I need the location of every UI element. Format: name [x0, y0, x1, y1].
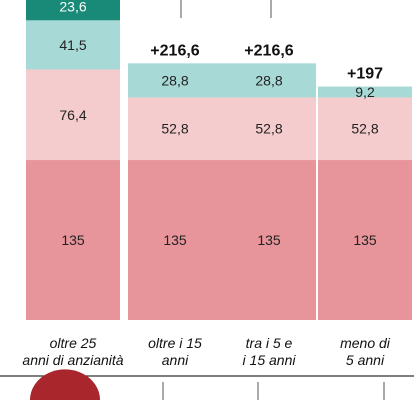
bar-segment	[128, 63, 222, 98]
segment-value-label: 135	[353, 232, 377, 248]
bar-segment	[318, 97, 412, 161]
segment-value-label: 135	[163, 232, 187, 248]
bar-segment	[222, 160, 316, 320]
category-label: oltre 25	[50, 335, 97, 351]
category-label: oltre i 15	[148, 335, 202, 351]
red-circle-badge	[30, 369, 100, 400]
bar-total-label: +216,6	[150, 42, 199, 59]
category-label: anni	[162, 352, 189, 368]
category-label: 5 anni	[346, 352, 385, 368]
top-tick-marks	[180, 0, 272, 18]
bar-segment	[26, 160, 120, 320]
bar-segment	[222, 63, 316, 98]
segment-value-label: 41,5	[59, 37, 86, 53]
segment-value-label: 9,2	[355, 84, 375, 100]
category-label: anni di anzianità	[22, 352, 123, 368]
bars-group	[26, 0, 412, 320]
segment-value-label: 28,8	[255, 72, 282, 88]
bar-segment	[222, 97, 316, 161]
bar-total-label: +216,6	[244, 42, 293, 59]
bar-segment	[26, 69, 120, 161]
bar-total-label: +197	[347, 66, 383, 83]
category-label: meno di	[340, 335, 391, 351]
segment-value-label: 52,8	[255, 121, 282, 137]
segment-value-label: 28,8	[161, 72, 188, 88]
bar-segment	[26, 20, 120, 70]
bottom-divider-ticks	[162, 382, 385, 400]
totals-group: +216,6 +216,6 +197	[150, 42, 383, 82]
bar-segment	[26, 0, 120, 21]
category-label: tra i 5 e	[246, 335, 293, 351]
bar-segment	[318, 86, 412, 98]
bar-segment	[318, 160, 412, 320]
category-label: i 15 anni	[243, 352, 297, 368]
segment-value-label: 76,4	[59, 107, 86, 123]
segment-value-label: 52,8	[161, 121, 188, 137]
segment-value-label: 52,8	[351, 121, 378, 137]
segment-value-label: 135	[61, 232, 85, 248]
segment-value-label: 135	[257, 232, 281, 248]
segment-value-label: 23,6	[59, 0, 86, 14]
bar-segment	[128, 160, 222, 320]
segment-labels-group: 135 76,4 41,5 23,6 135 52,8 28,8 135 52,8 28,8 135…	[59, 0, 378, 248]
bar-segment	[128, 97, 222, 161]
